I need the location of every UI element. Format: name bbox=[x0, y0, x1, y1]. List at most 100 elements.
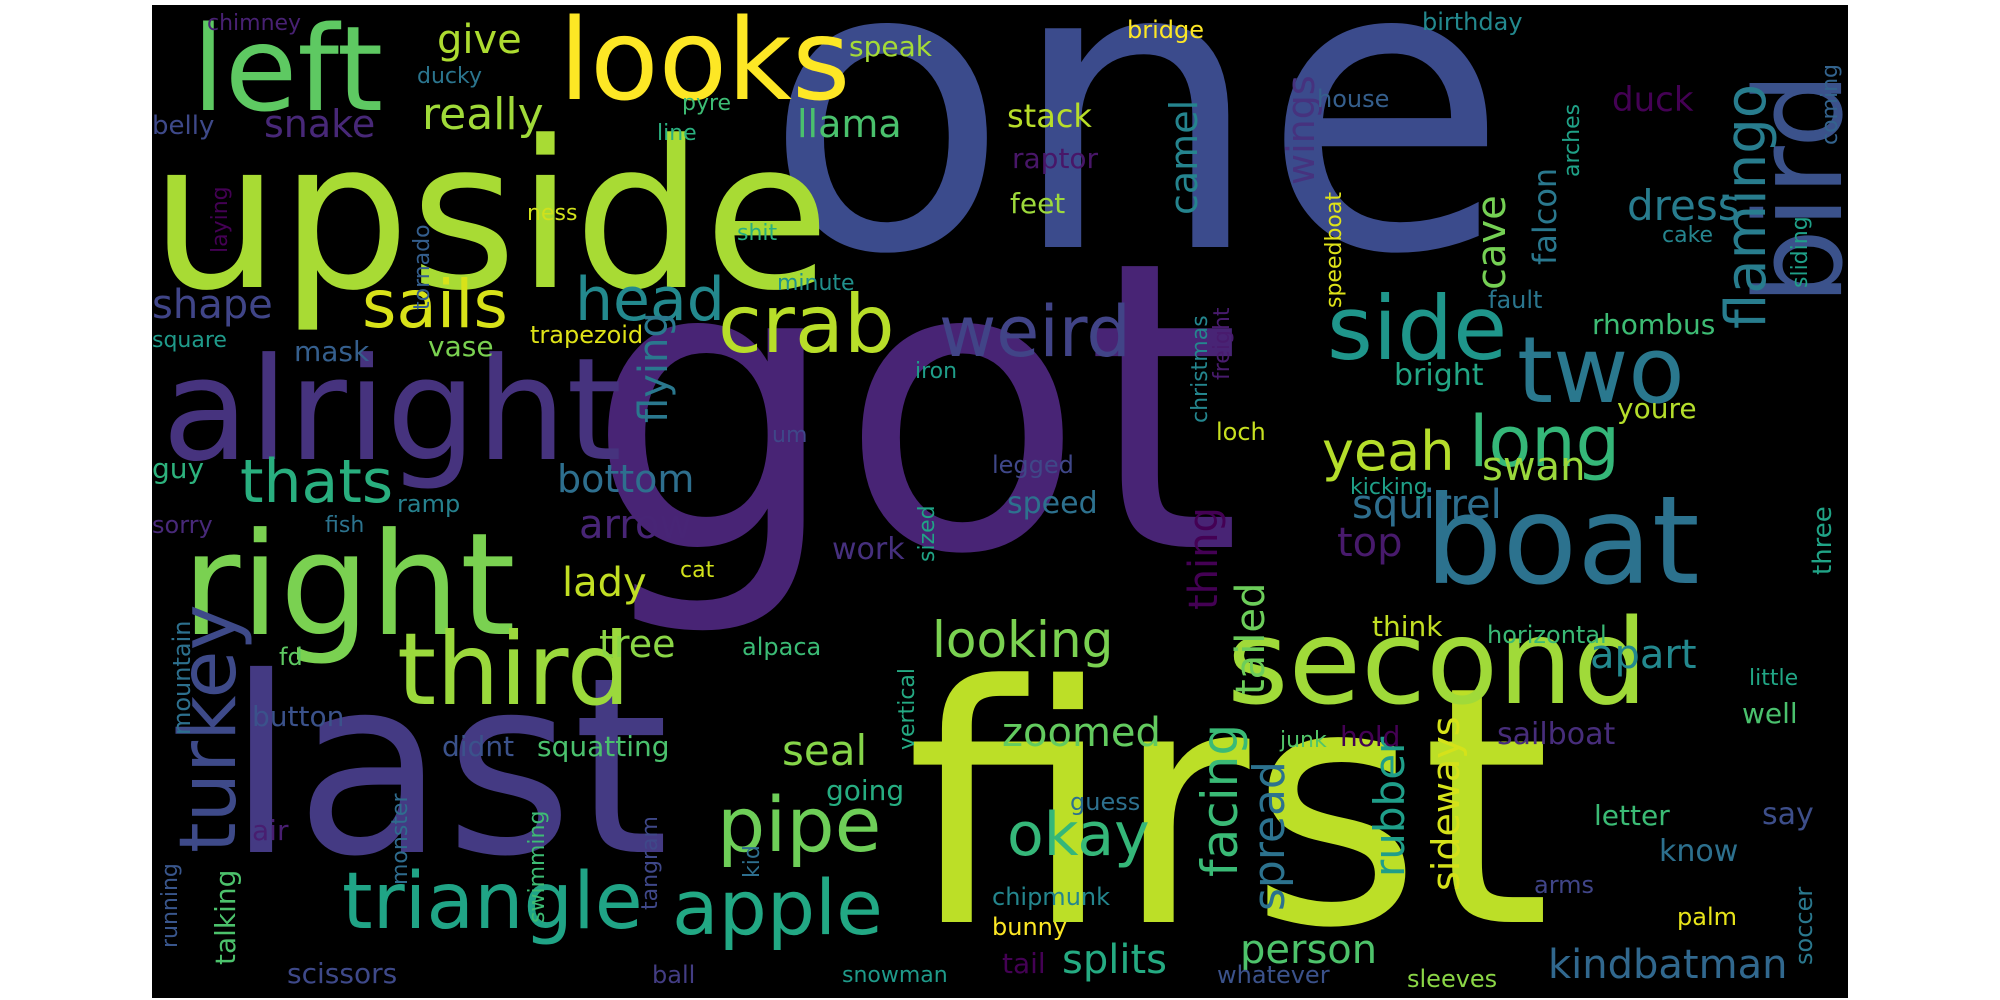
word-sideways: sideways bbox=[1424, 716, 1468, 891]
word-right: right bbox=[182, 503, 516, 668]
word-shit: shit bbox=[737, 221, 778, 246]
word-sleeves: sleeves bbox=[1407, 965, 1498, 993]
word-squirrel: squirrel bbox=[1352, 482, 1502, 528]
word-christmas: christmas bbox=[1188, 315, 1213, 423]
word-vase: vase bbox=[428, 330, 494, 363]
word-thats: thats bbox=[240, 447, 394, 517]
word-feet: feet bbox=[1010, 187, 1066, 220]
word-going: going bbox=[826, 774, 905, 807]
word-little: little bbox=[1749, 666, 1799, 691]
word-cake: cake bbox=[1662, 223, 1714, 248]
word-monster: monster bbox=[388, 793, 413, 885]
word-running: running bbox=[158, 863, 183, 948]
word-fish: fish bbox=[325, 513, 365, 538]
word-okay: okay bbox=[1007, 800, 1150, 870]
word-facing: facing bbox=[1191, 723, 1249, 877]
word-kicking: kicking bbox=[1350, 475, 1428, 500]
word-know: know bbox=[1659, 834, 1739, 869]
word-wings: wings bbox=[1279, 75, 1323, 185]
word-coming: coming bbox=[1818, 63, 1843, 145]
word-whatever: whatever bbox=[1217, 961, 1330, 989]
word-ducky: ducky bbox=[417, 64, 482, 89]
word-alpaca: alpaca bbox=[742, 633, 822, 661]
word-rubber: rubber bbox=[1365, 736, 1414, 877]
word-triangle: triangle bbox=[342, 857, 643, 947]
word-tailed: tailed bbox=[1228, 582, 1274, 695]
word-cave: cave bbox=[1469, 195, 1515, 290]
word-swimming: swimming bbox=[525, 810, 550, 923]
word-arches: arches bbox=[1560, 103, 1585, 177]
word-snowman: snowman bbox=[842, 963, 948, 988]
word-cat: cat bbox=[680, 558, 715, 583]
word-llama: llama bbox=[797, 102, 902, 146]
word-apart: apart bbox=[1590, 632, 1697, 678]
word-talking: talking bbox=[209, 869, 242, 965]
word-yeah: yeah bbox=[1322, 420, 1455, 483]
word-birthday: birthday bbox=[1422, 8, 1523, 36]
word-ness: ness bbox=[527, 201, 578, 226]
word-well: well bbox=[1742, 697, 1798, 730]
word-laying: laying bbox=[208, 186, 233, 253]
word-minute: minute bbox=[777, 271, 855, 296]
word-tangram: tangram bbox=[638, 816, 663, 910]
word-long: long bbox=[1469, 401, 1621, 483]
word-top: top bbox=[1337, 520, 1403, 566]
word-alright: alright bbox=[162, 328, 623, 493]
word-cloud: one got first upside last alright right … bbox=[152, 5, 1848, 998]
word-bridge: bridge bbox=[1127, 16, 1205, 44]
word-splits: splits bbox=[1062, 937, 1167, 983]
word-bright: bright bbox=[1394, 358, 1484, 393]
word-raptor: raptor bbox=[1012, 142, 1099, 175]
word-mask: mask bbox=[294, 335, 370, 368]
word-legged: legged bbox=[992, 451, 1074, 479]
word-one: one bbox=[764, 5, 1509, 342]
word-soccer: soccer bbox=[1790, 886, 1818, 965]
word-tree: tree bbox=[599, 622, 676, 666]
word-looking: looking bbox=[932, 611, 1114, 669]
word-spread: spread bbox=[1244, 761, 1295, 911]
word-button: button bbox=[252, 700, 345, 733]
word-speed: speed bbox=[1007, 486, 1098, 521]
word-freight: freight bbox=[1210, 307, 1235, 381]
word-didnt: didnt bbox=[442, 730, 515, 763]
word-pyre: pyre bbox=[682, 91, 732, 116]
word-guess: guess bbox=[1070, 788, 1141, 816]
word-belly: belly bbox=[152, 111, 215, 141]
word-speedboat: speedboat bbox=[1322, 192, 1347, 308]
word-pipe: pipe bbox=[717, 780, 882, 869]
word-stack: stack bbox=[1007, 97, 1092, 135]
word-second: second bbox=[1227, 593, 1648, 731]
word-mountain: mountain bbox=[168, 620, 196, 735]
word-crab: crab bbox=[718, 278, 895, 371]
word-bunny: bunny bbox=[992, 913, 1068, 941]
word-sliding: sliding bbox=[1788, 216, 1813, 288]
word-give: give bbox=[437, 17, 522, 63]
word-junk: junk bbox=[1280, 728, 1327, 753]
word-rhombus: rhombus bbox=[1592, 308, 1716, 341]
word-iron: iron bbox=[915, 359, 958, 384]
word-apple: apple bbox=[672, 863, 883, 952]
word-lady: lady bbox=[562, 560, 647, 606]
word-um: um bbox=[772, 423, 808, 448]
word-three: three bbox=[1808, 506, 1838, 575]
word-vertical: vertical bbox=[895, 667, 920, 750]
word-duck: duck bbox=[1612, 80, 1694, 120]
word-sorry: sorry bbox=[152, 511, 213, 539]
word-boat: boat bbox=[1425, 470, 1700, 612]
word-air: air bbox=[252, 814, 289, 847]
word-got: got bbox=[586, 177, 1242, 642]
word-dress: dress bbox=[1627, 181, 1740, 230]
word-camel: camel bbox=[1162, 99, 1206, 215]
word-squatting: squatting bbox=[537, 730, 670, 763]
word-really: really bbox=[422, 89, 544, 140]
word-looks: looks bbox=[559, 5, 851, 126]
word-trapezoid: trapezoid bbox=[530, 321, 644, 349]
word-weird: weird bbox=[939, 291, 1131, 373]
word-chimney: chimney bbox=[207, 11, 302, 36]
word-guy: guy bbox=[152, 452, 205, 485]
word-speak: speak bbox=[849, 30, 932, 63]
word-loch: loch bbox=[1216, 418, 1266, 446]
word-sails: sails bbox=[362, 266, 508, 343]
word-chipmunk: chipmunk bbox=[992, 883, 1111, 911]
word-fd: fd bbox=[279, 643, 303, 671]
